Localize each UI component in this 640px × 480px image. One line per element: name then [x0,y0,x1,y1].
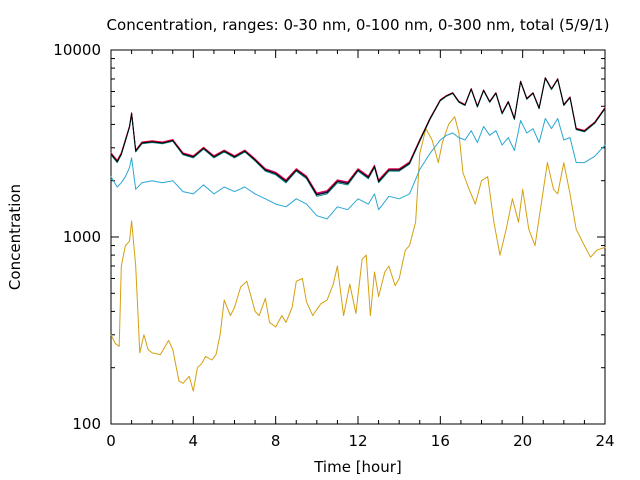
x-tick-label: 24 [595,432,614,450]
x-tick-label: 16 [431,432,450,450]
chart-title: Concentration, ranges: 0-30 nm, 0-100 nm… [107,16,610,34]
axis-ticks: 0 4 8 12 16 20 24 100 1000 10000 [53,41,614,450]
x-tick-label: 0 [106,432,116,450]
x-tick-label: 12 [348,432,367,450]
series-line-6 [110,77,606,196]
series-layer [110,77,606,392]
x-tick-label: 8 [271,432,281,450]
x-tick-label: 4 [189,432,199,450]
y-axis-label: Concentration [6,184,24,290]
series-line-1 [110,116,606,392]
y-tick-label: 1000 [63,228,101,246]
series-line-5 [110,77,606,197]
y-tick-label: 10000 [53,41,101,59]
x-axis-label: Time [hour] [313,458,402,476]
plot-frame [110,49,606,425]
series-line-2 [110,118,606,220]
x-tick-label: 20 [513,432,532,450]
y-tick-label: 100 [72,415,101,433]
